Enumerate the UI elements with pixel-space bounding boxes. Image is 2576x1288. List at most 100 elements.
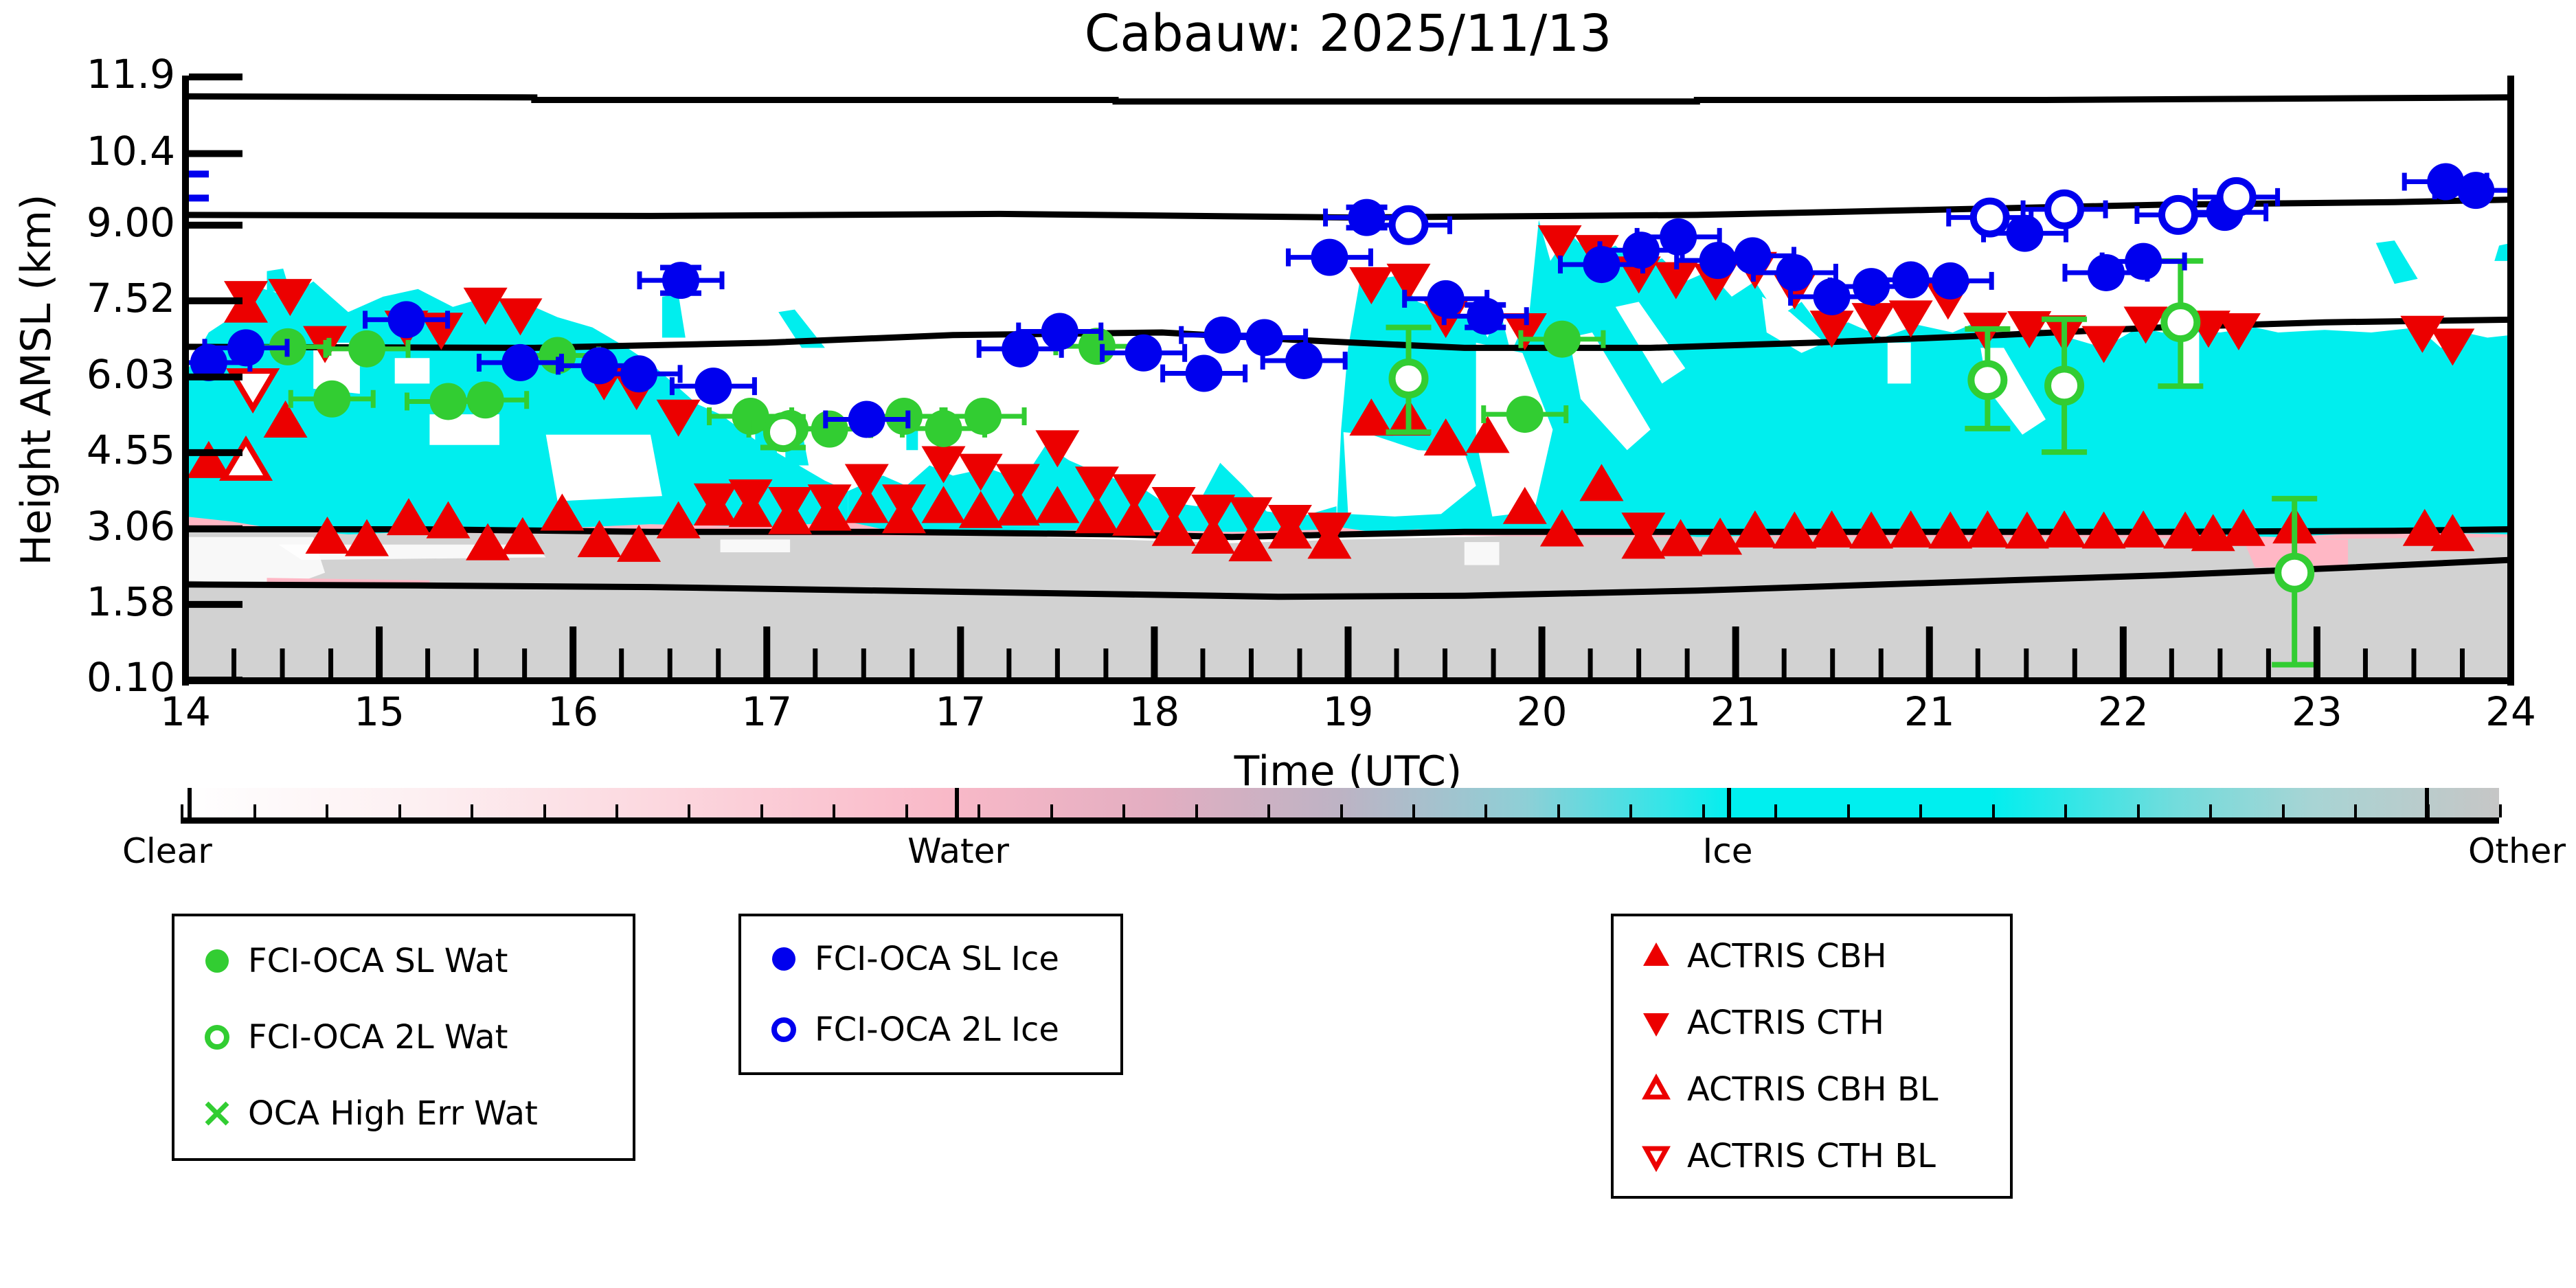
actris-cth-marker xyxy=(921,446,966,484)
fci-oca-sl-wat-marker xyxy=(811,410,848,448)
colorbar-minor-tick xyxy=(905,804,908,817)
actris-cbh-marker xyxy=(1732,510,1777,548)
fci-oca-sl-ice-marker xyxy=(620,355,658,393)
fci-oca-2l-wat-marker xyxy=(1388,359,1429,398)
fci-oca-sl-ice-marker xyxy=(387,301,425,339)
actris-cbh-marker xyxy=(2221,508,2266,546)
fci-oca-sl-ice-marker xyxy=(2006,214,2044,252)
x-tick xyxy=(1925,626,1933,680)
blue-filled-circle-icon xyxy=(765,940,802,978)
actris-cbh-marker xyxy=(305,516,350,554)
colorbar-major-tick xyxy=(188,788,192,817)
contour-line xyxy=(186,93,2510,105)
colorbar-minor-tick xyxy=(398,804,401,817)
x-tick xyxy=(763,626,771,680)
actris-cbh-marker xyxy=(1228,524,1273,562)
x-minor-tick xyxy=(328,648,334,680)
y-tick-label: 9.00 xyxy=(86,199,175,246)
fci-oca-sl-ice-marker xyxy=(1776,253,1814,291)
y-tick xyxy=(189,221,242,229)
green-open-circle-icon xyxy=(199,1019,236,1056)
x-tick-label: 24 xyxy=(2485,688,2536,735)
clipped-edge-marker xyxy=(187,194,209,202)
x-minor-tick xyxy=(231,648,237,680)
x-minor-tick xyxy=(813,648,818,680)
actris-cbh-marker xyxy=(386,498,431,536)
colorbar-minor-tick xyxy=(1122,804,1126,817)
bottom-spine xyxy=(182,677,2514,684)
x-tick xyxy=(2313,626,2320,680)
fci-oca-sl-ice-marker xyxy=(1734,237,1772,275)
red-up-triangle-icon xyxy=(1638,938,1675,975)
actris-cth-marker xyxy=(958,453,1003,491)
colorbar-minor-tick xyxy=(2281,804,2285,817)
colorbar-minor-tick xyxy=(688,804,691,817)
y-tick-label: 1.58 xyxy=(86,578,175,625)
y-tick xyxy=(189,525,242,532)
legend-item-sl-ice: FCI-OCA SL Ice xyxy=(765,940,1100,978)
contour-line xyxy=(186,526,2510,541)
colorbar-baseline xyxy=(181,817,2499,824)
legend-label: ACTRIS CTH BL xyxy=(1687,1136,1936,1175)
x-tick-label: 18 xyxy=(1129,688,1180,735)
actris-cbh-marker xyxy=(768,497,813,534)
actris-cbh-bl-marker xyxy=(218,435,273,481)
y-tick xyxy=(189,74,242,80)
x-minor-tick xyxy=(1006,648,1012,680)
legend-item-sl-wat: FCI-OCA SL Wat xyxy=(199,942,612,980)
fci-oca-sl-wat-marker xyxy=(348,330,386,368)
colorbar-minor-tick xyxy=(1484,804,1488,817)
actris-cbh-marker xyxy=(693,488,738,526)
x-minor-tick xyxy=(2266,648,2271,680)
actris-cbh-marker xyxy=(995,488,1040,526)
chart-title: Cabauw: 2025/11/13 xyxy=(1084,4,1612,63)
x-minor-tick xyxy=(1588,648,1593,680)
legend-label: ACTRIS CBH xyxy=(1687,937,1887,976)
actris-cbh-marker xyxy=(1423,418,1468,456)
colorbar-minor-tick xyxy=(325,804,328,817)
y-tick-label: 10.4 xyxy=(86,127,175,174)
x-minor-tick xyxy=(2459,648,2465,680)
legend-label: ACTRIS CTH xyxy=(1687,1004,1884,1043)
actris-cbh-marker xyxy=(2163,511,2208,549)
y-tick-label: 11.9 xyxy=(86,51,175,98)
actris-cth-marker xyxy=(1191,495,1236,532)
x-tick xyxy=(2507,626,2514,680)
x-tick xyxy=(1344,626,1352,680)
fci-oca-sl-ice-marker xyxy=(501,343,539,381)
x-minor-tick xyxy=(1103,648,1109,680)
actris-cth-marker xyxy=(1386,263,1431,301)
actris-cbh-marker xyxy=(263,400,308,438)
legend-actris: ACTRIS CBH ACTRIS CTH ACTRIS CBH BL ACTR… xyxy=(1611,914,2013,1199)
colorbar-minor-tick xyxy=(1267,804,1271,817)
actris-cbh-marker xyxy=(1035,486,1080,523)
x-minor-tick xyxy=(2072,648,2077,680)
x-minor-tick xyxy=(861,648,866,680)
colorbar-minor-tick xyxy=(1846,804,1850,817)
actris-cbh-marker xyxy=(1658,519,1703,556)
axes xyxy=(182,74,2514,686)
actris-cbh-marker xyxy=(1349,398,1394,436)
y-tick xyxy=(189,600,242,608)
fci-oca-2l-ice-marker xyxy=(2044,189,2085,229)
x-tick xyxy=(1151,626,1158,680)
colorbar-label-other: Other xyxy=(2468,831,2566,871)
y-tick xyxy=(189,297,242,304)
legend-item-2l-ice: FCI-OCA 2L Ice xyxy=(765,1010,1100,1049)
fci-oca-sl-ice-marker xyxy=(1699,242,1737,280)
actris-cbh-marker xyxy=(1307,521,1352,559)
actris-cth-marker xyxy=(995,464,1040,501)
actris-cbh-marker xyxy=(728,490,773,528)
actris-cbh-marker xyxy=(1074,496,1119,534)
actris-cth-marker xyxy=(2216,313,2261,351)
red-open-down-triangle-icon xyxy=(1638,1138,1675,1175)
fci-oca-sl-ice-marker xyxy=(190,343,227,381)
actris-cth-marker xyxy=(2123,306,2168,344)
actris-cbh-marker xyxy=(1621,521,1666,559)
x-minor-tick xyxy=(1248,648,1254,680)
fci-oca-sl-ice-marker xyxy=(2457,172,2495,210)
fci-oca-sl-ice-marker xyxy=(694,368,732,405)
actris-cth-marker xyxy=(2081,326,2126,363)
colorbar-minor-tick xyxy=(1991,804,1995,817)
fci-oca-sl-ice-marker xyxy=(1002,330,1039,368)
